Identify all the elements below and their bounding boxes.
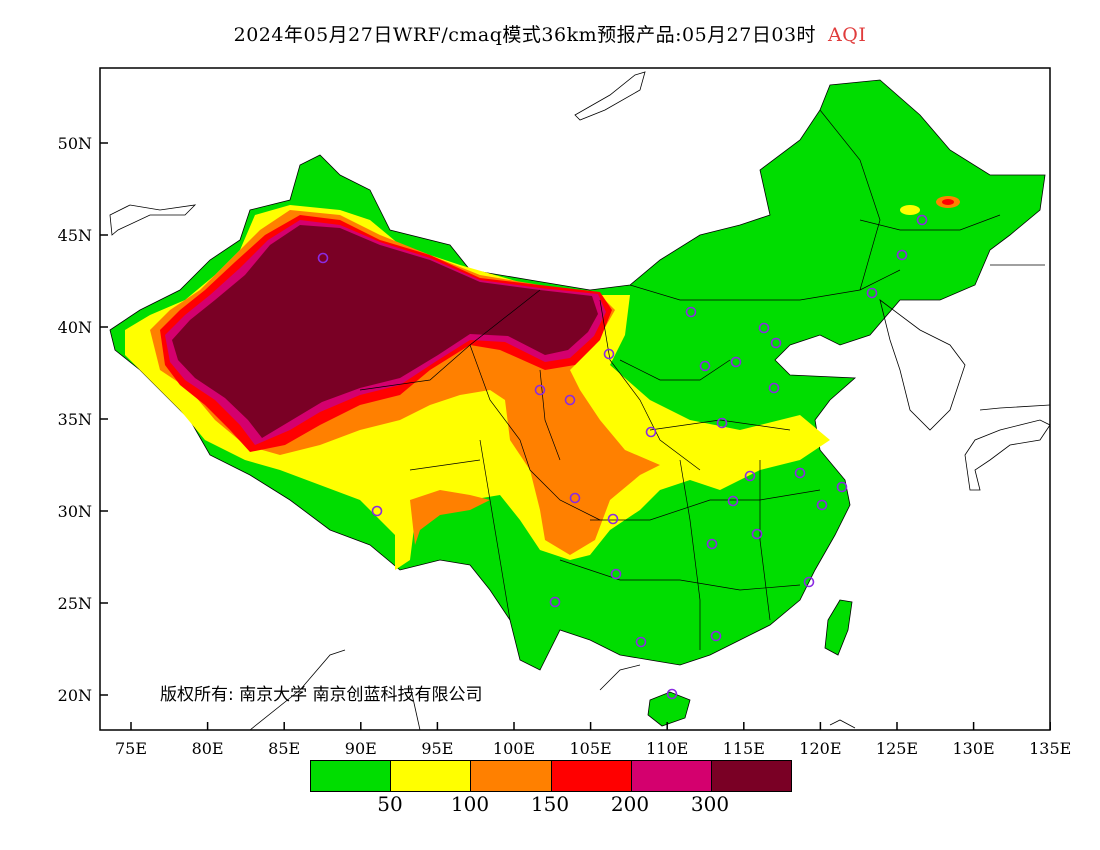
legend-label: 200 bbox=[610, 792, 650, 816]
station-marker bbox=[534, 384, 546, 396]
station-markers bbox=[317, 214, 928, 700]
legend-bar bbox=[310, 760, 792, 792]
station-marker bbox=[569, 492, 581, 504]
lon-tick-label: 130E bbox=[952, 739, 994, 758]
coastlines bbox=[109, 71, 1050, 730]
lon-tick-label: 135E bbox=[1029, 739, 1071, 758]
lon-tick-label: 85E bbox=[268, 739, 300, 758]
legend-labels: 50 100 150 200 300 bbox=[0, 792, 1100, 822]
station-marker bbox=[607, 513, 619, 525]
station-marker bbox=[794, 467, 806, 479]
legend-swatch bbox=[390, 761, 471, 791]
hainan bbox=[647, 691, 691, 727]
station-marker bbox=[699, 360, 711, 372]
legend-label: 50 bbox=[377, 792, 403, 816]
lon-tick-label: 105E bbox=[569, 739, 611, 758]
lon-tick-label: 90E bbox=[345, 739, 377, 758]
station-marker bbox=[564, 394, 576, 406]
legend-swatch bbox=[710, 761, 792, 791]
legend-swatch bbox=[630, 761, 711, 791]
lon-tick-label: 125E bbox=[876, 739, 918, 758]
station-marker bbox=[666, 688, 678, 700]
station-marker bbox=[371, 505, 383, 517]
legend-label: 100 bbox=[450, 792, 490, 816]
station-marker bbox=[836, 481, 848, 493]
station-marker bbox=[896, 249, 908, 261]
map-frame bbox=[99, 67, 1051, 731]
station-marker bbox=[685, 306, 697, 318]
station-marker bbox=[866, 287, 878, 299]
lat-tick-label: 35N bbox=[58, 410, 92, 429]
station-marker bbox=[770, 337, 782, 349]
station-marker bbox=[758, 322, 770, 334]
legend-label: 300 bbox=[690, 792, 730, 816]
lat-tick-label: 30N bbox=[58, 502, 92, 521]
taiwan bbox=[824, 599, 853, 656]
lon-tick-label: 100E bbox=[493, 739, 535, 758]
variable-label: AQI bbox=[828, 24, 867, 46]
lon-tick-label: 115E bbox=[723, 739, 765, 758]
station-marker bbox=[730, 356, 742, 368]
station-marker bbox=[549, 596, 561, 608]
station-marker bbox=[803, 576, 815, 588]
station-marker bbox=[816, 499, 828, 511]
lon-tick-label: 80E bbox=[192, 739, 224, 758]
lon-tick-label: 110E bbox=[646, 739, 688, 758]
station-marker bbox=[645, 426, 657, 438]
aqi-orange-patch bbox=[410, 490, 490, 545]
legend-swatch bbox=[311, 761, 391, 791]
station-marker bbox=[744, 470, 756, 482]
station-marker bbox=[768, 382, 780, 394]
station-marker bbox=[916, 214, 928, 226]
legend-label: 150 bbox=[530, 792, 570, 816]
lon-tick-label: 95E bbox=[421, 739, 453, 758]
copyright-notice: 版权所有: 南京大学 南京创蓝科技有限公司 bbox=[160, 685, 483, 705]
station-marker bbox=[710, 630, 722, 642]
lat-tick-label: 50N bbox=[58, 134, 92, 153]
title-text: 2024年05月27日WRF/cmaq模式36km预报产品:05月27日03时 bbox=[233, 24, 817, 46]
station-marker bbox=[727, 495, 739, 507]
map-title: 2024年05月27日WRF/cmaq模式36km预报产品:05月27日03时 A… bbox=[0, 20, 1100, 47]
lon-tick-label: 120E bbox=[799, 739, 841, 758]
station-marker bbox=[635, 636, 647, 648]
station-marker bbox=[610, 568, 622, 580]
legend-swatch bbox=[550, 761, 631, 791]
province-boundaries bbox=[359, 109, 1001, 650]
lat-tick-label: 20N bbox=[58, 686, 92, 705]
lon-tick-label: 75E bbox=[115, 739, 147, 758]
aqi-maroon-zone bbox=[172, 225, 598, 438]
lat-tick-label: 45N bbox=[58, 226, 92, 245]
latitude-axis: 50N 45N 40N 35N 30N 25N 20N bbox=[58, 134, 108, 705]
lat-tick-label: 40N bbox=[58, 318, 92, 337]
color-legend bbox=[310, 760, 792, 792]
station-marker bbox=[706, 538, 718, 550]
station-marker bbox=[317, 252, 329, 264]
legend-swatch bbox=[470, 761, 551, 791]
station-marker bbox=[603, 348, 615, 360]
station-marker bbox=[751, 528, 763, 540]
lat-tick-label: 25N bbox=[58, 594, 92, 613]
aqi-hotspot-northeast-core bbox=[942, 199, 954, 205]
longitude-axis: 75E 80E 85E 90E 95E 100E 105E 110E 115E 120E 125E 1… bbox=[115, 722, 1071, 758]
station-marker bbox=[716, 417, 728, 429]
